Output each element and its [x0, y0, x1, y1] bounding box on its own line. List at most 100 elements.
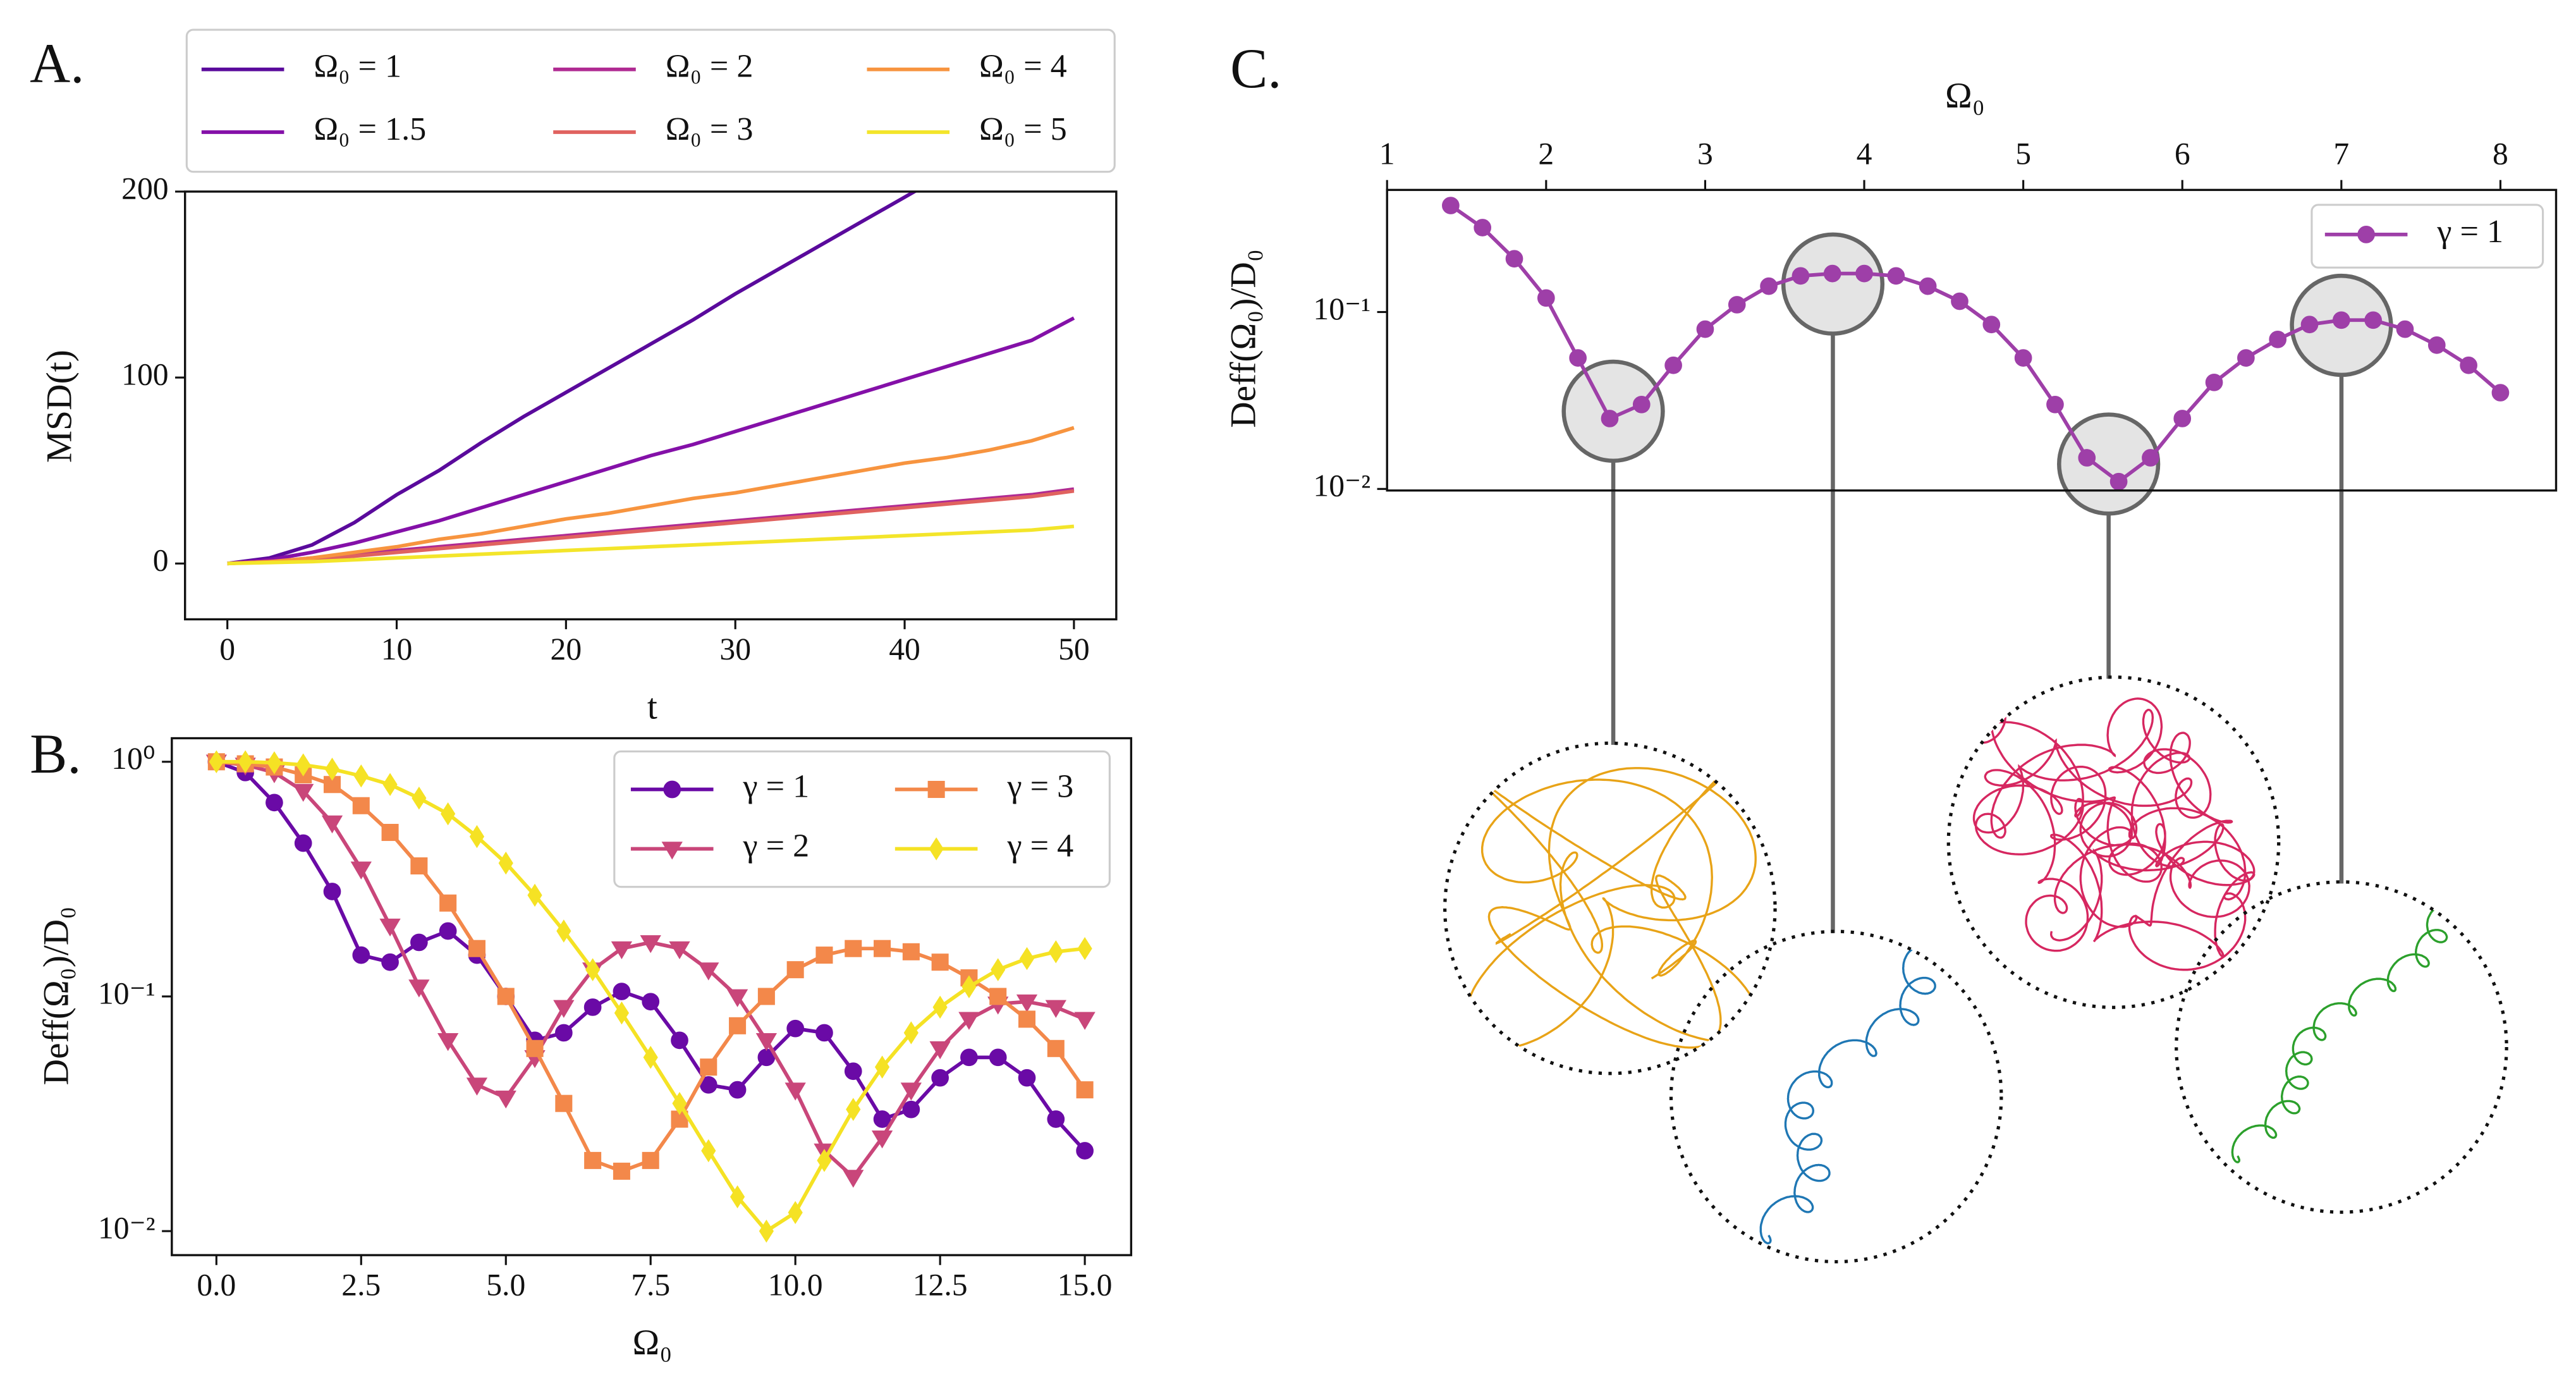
marker: [902, 1100, 920, 1119]
marker: [2142, 449, 2159, 467]
marker: [989, 988, 1007, 1005]
marker: [266, 794, 283, 812]
marker: [642, 1151, 659, 1169]
marker: [2491, 384, 2510, 401]
marker: [1792, 267, 1810, 285]
y-tick-label: 10⁻¹: [98, 976, 156, 1010]
marker: [2237, 349, 2255, 367]
highlight-circle: [2057, 412, 2161, 516]
marker: [757, 988, 775, 1005]
x-tick-label: 3: [1697, 137, 1713, 171]
legend-label: Ω₀ = 3: [666, 111, 754, 147]
marker: [2460, 356, 2477, 374]
marker: [845, 940, 862, 957]
marker: [1728, 296, 1746, 314]
y-tick-label: 10⁻²: [98, 1210, 156, 1245]
marker: [755, 1033, 778, 1051]
marker: [1018, 1069, 1036, 1087]
legend-label: γ = 2: [743, 828, 810, 864]
marker: [643, 1046, 658, 1069]
marker: [1019, 947, 1035, 971]
marker: [209, 750, 224, 774]
marker: [585, 958, 601, 981]
marker: [267, 751, 282, 775]
y-axis-label: Deff(Ω₀)/D₀: [1223, 249, 1263, 428]
x-tick-label: 40: [889, 632, 920, 666]
marker: [700, 1058, 717, 1076]
marker: [1601, 410, 1619, 427]
marker: [321, 815, 343, 834]
x-axis-label: Ω₀: [1945, 76, 1985, 116]
marker: [352, 797, 370, 814]
marker: [1048, 940, 1063, 964]
trajectory: [1759, 945, 1936, 1244]
marker: [379, 918, 401, 937]
legend-label: Ω₀ = 5: [979, 111, 1067, 147]
x-tick-label: 5.0: [486, 1268, 525, 1302]
marker: [1951, 292, 1969, 310]
marker: [526, 1039, 544, 1057]
marker: [497, 988, 515, 1005]
marker: [728, 1081, 747, 1099]
series-line: [227, 489, 1075, 566]
y-tick-label: 10⁰: [111, 741, 156, 776]
x-tick-label: 7.5: [631, 1268, 670, 1302]
marker: [932, 995, 948, 1019]
marker: [788, 1201, 803, 1224]
marker: [2046, 395, 2064, 414]
marker: [815, 947, 833, 964]
marker: [729, 1185, 745, 1209]
marker: [2364, 311, 2382, 329]
legend-marker: [663, 780, 681, 799]
trajectory-frame: [1669, 929, 2003, 1264]
panel-label: C.: [1230, 38, 1281, 100]
y-tick-label: 0: [153, 543, 169, 578]
marker: [642, 993, 660, 1011]
marker: [1018, 1010, 1036, 1028]
x-tick-label: 2: [1538, 137, 1554, 171]
trajectory: [1464, 767, 1759, 1050]
x-tick-label: 20: [551, 632, 582, 666]
marker: [323, 883, 341, 900]
legend-label: Ω₀ = 1: [314, 48, 401, 85]
series-line: [1450, 204, 2502, 484]
panel-label: B.: [30, 723, 81, 785]
plot-frame: [184, 190, 1118, 621]
y-axis-label: MSD(t): [40, 350, 80, 463]
marker: [408, 979, 430, 998]
marker: [903, 1021, 919, 1045]
marker: [1696, 320, 1714, 338]
marker: [238, 750, 253, 774]
connectors: [1611, 333, 2344, 933]
marker: [1076, 1081, 1094, 1099]
marker: [759, 1219, 774, 1243]
marker: [554, 1024, 573, 1042]
legend-marker: [2357, 226, 2375, 243]
marker: [900, 1082, 922, 1101]
marker: [989, 1048, 1007, 1067]
marker: [583, 998, 602, 1016]
legend-label: Ω₀ = 2: [666, 48, 754, 85]
marker: [786, 1019, 805, 1038]
marker: [613, 983, 631, 1000]
marker: [701, 1139, 716, 1163]
highlights: [1561, 232, 2393, 516]
marker: [961, 975, 977, 998]
legend-label: Ω₀ = 4: [979, 48, 1067, 85]
x-axis-label: t: [647, 687, 657, 726]
plot-frame: [1386, 188, 2558, 492]
series-line: [227, 316, 1075, 566]
marker: [1855, 264, 1873, 283]
marker: [2109, 472, 2128, 491]
x-tick-label: 0.0: [197, 1268, 236, 1302]
highlight-circle: [1781, 232, 1885, 336]
legend-box: [185, 28, 1116, 173]
marker: [381, 953, 399, 971]
x-tick-label: 0: [219, 632, 235, 666]
marker: [729, 1017, 747, 1034]
marker: [2332, 311, 2350, 329]
marker: [324, 757, 340, 781]
marker: [441, 802, 456, 826]
marker: [611, 941, 633, 960]
